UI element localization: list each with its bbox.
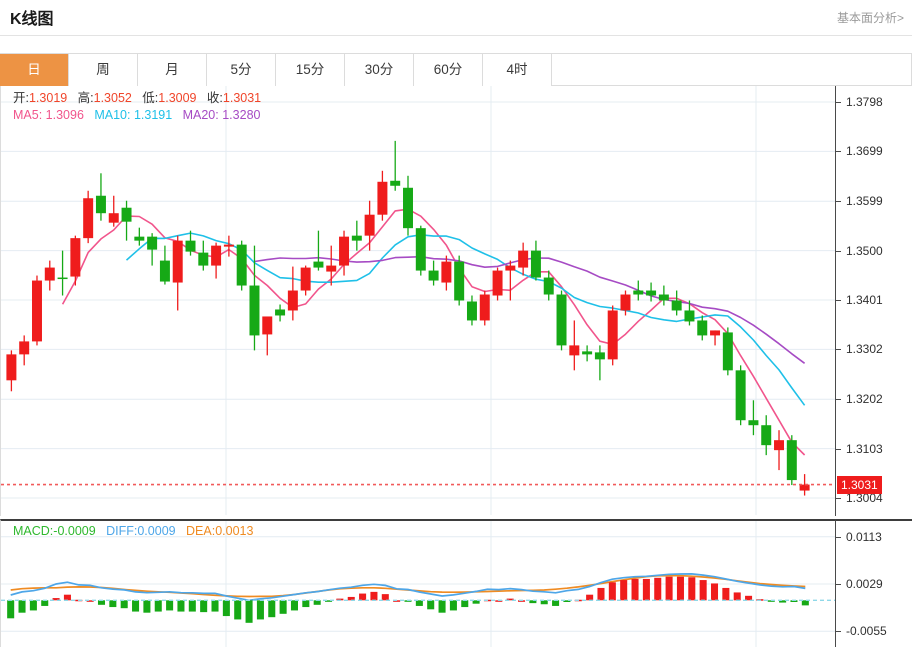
diff-label: DIFF: <box>106 524 138 538</box>
price-axis-tick <box>836 498 841 500</box>
ma5-value: 1.3096 <box>45 108 84 122</box>
macd-label: MACD: <box>13 524 54 538</box>
header-bar: K线图 基本面分析> <box>0 0 912 36</box>
ma10-label: MA10: <box>94 108 131 122</box>
price-axis-label: 1.3103 <box>846 441 883 456</box>
ma20-label: MA20: <box>182 108 219 122</box>
ma5-label: MA5: <box>13 108 43 122</box>
open-label: 开: <box>13 91 29 105</box>
ma10-value: 1.3191 <box>133 108 173 122</box>
price-y-axis: 1.3798 1.3699 1.3599 1.3500 1.3401 1.3302 1.32… <box>835 86 912 516</box>
current-price-badge: 1.3031 <box>837 475 882 494</box>
macd-y-axis: 0.0113 0.0029 -0.0055 <box>835 519 912 647</box>
price-axis-label: 1.3599 <box>846 194 883 209</box>
price-axis-label: 1.3500 <box>846 243 883 258</box>
price-axis-label: 1.3798 <box>846 94 883 109</box>
high-value: 1.3052 <box>93 91 132 105</box>
dea-value: 0.0013 <box>215 524 254 538</box>
price-candlestick-panel[interactable]: 开:1.3019 高:1.3052 低:1.3009 收:1.3031 MA5:… <box>0 86 835 516</box>
tab-4hour[interactable]: 4时 <box>483 54 552 86</box>
macd-axis-label: 0.0029 <box>846 577 883 591</box>
close-label: 收: <box>206 91 223 105</box>
macd-value: -0.0009 <box>53 524 96 538</box>
macd-axis-label: 0.0113 <box>846 529 882 544</box>
macd-legend: MACD:-0.0009 DIFF:0.0009 DEA:0.0013 <box>13 524 253 538</box>
tab-month[interactable]: 月 <box>138 54 207 86</box>
price-axis-label: 1.3302 <box>846 342 883 357</box>
timeframe-tab-bar: 日 周 月 5分 15分 30分 60分 4时 <box>0 53 912 86</box>
tab-30min[interactable]: 30分 <box>345 54 414 86</box>
price-legend: 开:1.3019 高:1.3052 低:1.3009 收:1.3031 MA5:… <box>13 90 261 124</box>
tab-bar-filler <box>552 54 912 85</box>
open-value: 1.3019 <box>28 91 68 105</box>
price-axis-tick <box>836 201 841 203</box>
macd-plot <box>1 521 835 647</box>
tab-week[interactable]: 周 <box>69 54 138 86</box>
ma20-value: 1.3280 <box>222 108 261 122</box>
price-axis-label: 1.3004 <box>846 491 883 506</box>
macd-axis-label: -0.0055 <box>846 624 887 639</box>
macd-axis-tick <box>836 584 841 585</box>
high-label: 高: <box>77 91 94 105</box>
tab-60min[interactable]: 60分 <box>414 54 483 86</box>
price-axis-tick <box>836 151 841 153</box>
price-axis-tick <box>836 300 841 301</box>
price-axis-tick <box>836 399 841 401</box>
tab-day[interactable]: 日 <box>0 54 69 86</box>
macd-axis-tick <box>836 631 841 633</box>
macd-axis-tick <box>836 536 841 538</box>
price-axis-label: 1.3699 <box>846 144 883 159</box>
price-axis-tick <box>836 448 841 450</box>
low-label: 低: <box>142 91 159 105</box>
tab-15min[interactable]: 15分 <box>276 54 345 86</box>
chart-area: 开:1.3019 高:1.3052 低:1.3009 收:1.3031 MA5:… <box>0 86 912 647</box>
price-axis-tick <box>836 349 841 351</box>
tab-5min[interactable]: 5分 <box>207 54 276 86</box>
price-axis-label: 1.3202 <box>846 392 883 407</box>
dea-label: DEA: <box>186 524 216 538</box>
close-value: 1.3031 <box>222 91 262 105</box>
diff-value: 0.0009 <box>137 524 176 538</box>
price-axis-tick <box>836 101 841 103</box>
price-plot <box>1 86 835 515</box>
price-axis-tick <box>836 250 841 252</box>
macd-panel[interactable]: MACD:-0.0009 DIFF:0.0009 DEA:0.0013 <box>0 519 835 647</box>
page-title: K线图 <box>10 11 54 28</box>
fundamental-analysis-link[interactable]: 基本面分析> <box>836 11 904 25</box>
price-axis-label: 1.3401 <box>846 293 883 307</box>
low-value: 1.3009 <box>158 91 197 105</box>
